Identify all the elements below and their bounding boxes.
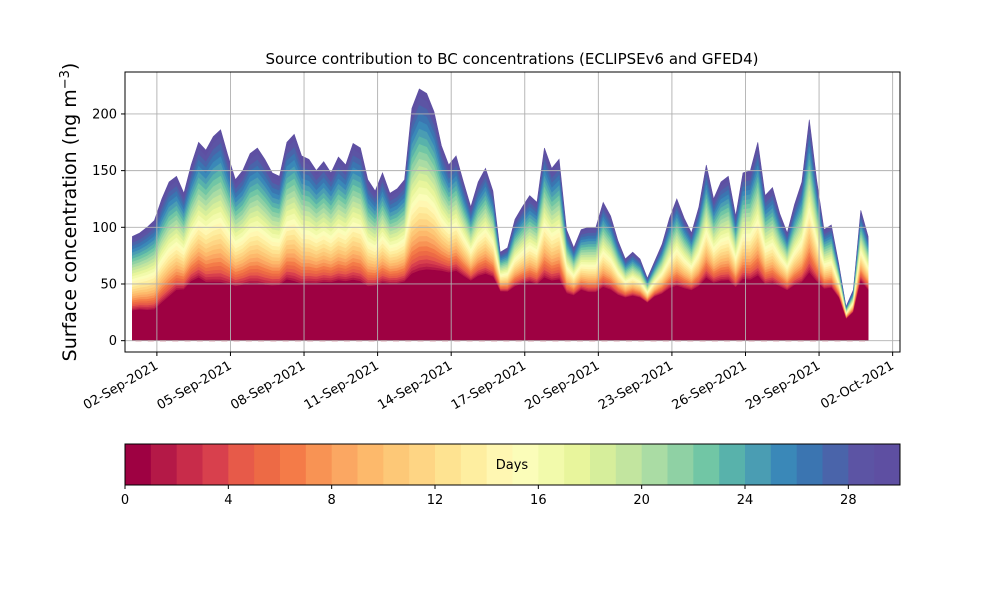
colorbar-swatch	[383, 444, 410, 485]
colorbar-swatch	[848, 444, 875, 485]
colorbar-ticks: 0 4 8 12 16 20 24 28	[121, 485, 857, 508]
stacked-areas	[132, 88, 869, 341]
y-axis-ticks: 0 50 100 150 200	[92, 107, 125, 349]
y-axis-label-main: Surface concentration (ng m	[59, 89, 81, 361]
colorbar-swatch	[641, 444, 668, 485]
colorbar-swatch	[590, 444, 617, 485]
colorbar-swatch	[228, 444, 255, 485]
stack-layer-day-0	[132, 269, 869, 341]
colorbar-swatch	[150, 444, 178, 485]
plot-frame	[124, 71, 901, 353]
colorbar-swatch	[357, 444, 384, 485]
colorbar-swatch	[435, 444, 462, 485]
colorbar-swatch	[409, 444, 436, 485]
colorbar-swatch	[331, 444, 358, 485]
x-axis-ticks: 02-Sep-202105-Sep-202108-Sep-202111-Sep-…	[81, 352, 897, 413]
y-tick-label: 200	[92, 107, 117, 122]
y-axis-label: Surface concentration (ng m−3)	[58, 63, 81, 362]
x-tick-label: 02-Sep-2021	[81, 358, 161, 413]
colorbar-swatch	[176, 444, 203, 485]
grid-lines	[125, 72, 900, 352]
colorbar-swatch	[874, 444, 901, 485]
colorbar-swatch	[719, 444, 746, 485]
colorbar-swatch	[822, 444, 849, 485]
colorbar-label: Days	[496, 458, 529, 473]
colorbar-swatch	[202, 444, 229, 485]
colorbar-swatch	[745, 444, 772, 485]
plot-area: 0 50 100 150 200 02-Sep-202105-Sep-202108-Se…	[81, 71, 901, 413]
colorbar-tick-label: 8	[328, 493, 336, 508]
colorbar-swatch	[615, 444, 643, 485]
x-tick-label: 11-Sep-2021	[302, 358, 382, 413]
x-tick-label: 26-Sep-2021	[670, 358, 750, 413]
x-tick-label: 29-Sep-2021	[743, 358, 823, 413]
x-tick-label: 20-Sep-2021	[523, 358, 603, 413]
colorbar-swatch	[770, 444, 798, 485]
colorbar-tick-label: 12	[427, 493, 444, 508]
colorbar-swatch	[486, 444, 513, 485]
colorbar-tick-label: 24	[737, 493, 754, 508]
chart-title: Source contribution to BC concentrations…	[265, 50, 758, 68]
x-tick-label: 17-Sep-2021	[449, 358, 529, 413]
x-tick-label: 23-Sep-2021	[596, 358, 676, 413]
colorbar-swatch	[254, 444, 281, 485]
x-tick-label: 14-Sep-2021	[375, 358, 455, 413]
colorbar-swatch	[305, 444, 333, 485]
colorbar-tick-label: 16	[530, 493, 547, 508]
y-tick-label: 150	[92, 164, 117, 179]
colorbar-swatch	[667, 444, 694, 485]
colorbar-frame	[124, 443, 901, 486]
colorbar-swatch	[280, 444, 307, 485]
colorbar: Days 0 4 8 12 16 20 24 28	[121, 443, 901, 508]
y-tick-label: 50	[100, 277, 117, 292]
colorbar-tick-label: 0	[121, 493, 129, 508]
colorbar-tick-label: 20	[633, 493, 650, 508]
colorbar-tick-label: 4	[224, 493, 232, 508]
colorbar-swatch	[125, 444, 152, 485]
x-tick-label: 08-Sep-2021	[228, 358, 308, 413]
colorbar-swatch	[796, 444, 823, 485]
colorbar-swatch	[538, 444, 565, 485]
colorbar-swatch	[512, 444, 539, 485]
y-tick-label: 0	[109, 334, 117, 349]
x-tick-label: 05-Sep-2021	[155, 358, 235, 413]
y-axis-label-close: )	[59, 63, 81, 70]
colorbar-swatches	[125, 444, 901, 485]
x-tick-label: 02-Oct-2021	[818, 358, 896, 412]
colorbar-tick-label: 28	[840, 493, 857, 508]
colorbar-swatch	[460, 444, 488, 485]
y-axis-label-exponent: −3	[58, 70, 73, 89]
colorbar-swatch	[693, 444, 720, 485]
colorbar-swatch	[564, 444, 591, 485]
y-tick-label: 100	[92, 221, 117, 236]
